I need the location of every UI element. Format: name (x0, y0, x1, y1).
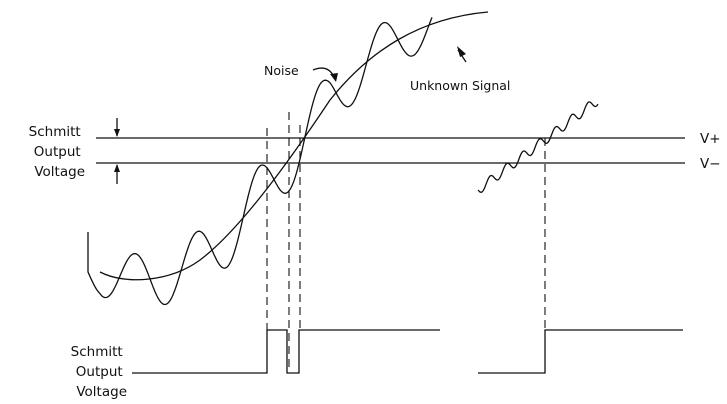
threshold-label-line-2: Output (34, 144, 81, 160)
threshold-dimension-arrows (114, 118, 120, 184)
schmitt-output-waveform-left (132, 329, 440, 374)
noise-arrow-head (330, 73, 338, 82)
noisy-signal-curve (87, 17, 433, 306)
noise-label: Noise (264, 63, 299, 78)
threshold-label: Schmitt Output Voltage (29, 124, 85, 180)
unknown-signal-curve (99, 11, 489, 281)
threshold-label-line-1: Schmitt (29, 124, 81, 140)
threshold-label-line-3: Voltage (34, 164, 85, 180)
schmitt-output-waveform-right (478, 329, 683, 374)
output-label-line-3: Voltage (76, 384, 127, 400)
output-voltage-label: Schmitt Output Voltage (71, 344, 127, 400)
noisy-signal-curve-right (477, 101, 599, 193)
unknown-signal-arrow-head (457, 46, 466, 57)
v-plus-label: V+ (700, 131, 721, 147)
noise-arrow (312, 67, 335, 78)
v-minus-label: V− (700, 156, 721, 172)
unknown-signal-label: Unknown Signal (410, 78, 510, 93)
output-label-line-2: Output (76, 364, 123, 380)
output-label-line-1: Schmitt (71, 344, 123, 360)
